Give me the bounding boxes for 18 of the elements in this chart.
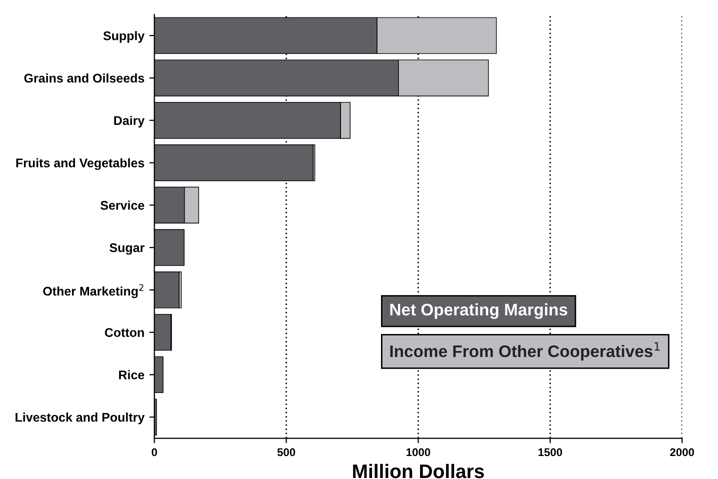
y-tick-label: Service bbox=[100, 200, 144, 210]
x-tick-label: 1000 bbox=[406, 448, 430, 456]
y-tick-label: Dairy bbox=[114, 116, 145, 128]
x-tick-label: 0 bbox=[152, 448, 158, 456]
y-tick-label: Supply bbox=[103, 31, 145, 43]
x-tick-label: 1500 bbox=[538, 448, 562, 456]
text: Income From Other Cooperatives$^{1}$ bbox=[390, 342, 660, 360]
x-tick-label: 2000 bbox=[670, 448, 694, 456]
y-tick-label: Sugar bbox=[110, 243, 144, 255]
y-tick-label: Other Marketing$^{2}$ bbox=[43, 284, 144, 298]
y-tick-label: Fruits and Vegetables bbox=[16, 158, 144, 170]
x-tick-label: 500 bbox=[277, 448, 296, 456]
y-tick-label: Cotton bbox=[104, 328, 144, 337]
y-tick-label: Rice bbox=[119, 370, 144, 380]
y-tick-label: Grains and Oilseeds bbox=[24, 73, 144, 83]
y-tick-label: Livestock and Poultry bbox=[16, 412, 145, 424]
text: Net Operating Margins bbox=[390, 303, 568, 319]
x-axis-title: Million Dollars bbox=[353, 464, 484, 478]
